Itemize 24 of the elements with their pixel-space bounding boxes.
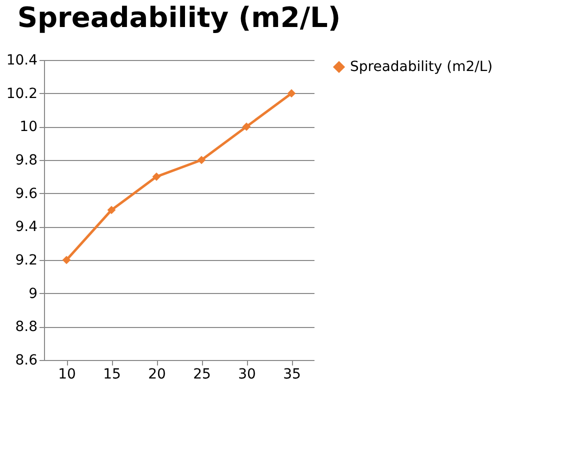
x-tick-label: 15 [103,366,121,382]
y-tick-label: 9.6 [15,186,38,202]
point [107,206,116,214]
legend-label: Spreadability (m2/L) [350,59,493,75]
y-tick-label: 10.2 [6,86,38,102]
y-tick-label: 9.2 [15,252,38,268]
y-tick-label: 8.6 [15,352,38,368]
point [62,256,71,264]
y-tick-label: 9.8 [15,152,38,168]
y-tick-label: 8.8 [15,319,38,336]
x-tick-label: 30 [238,366,256,382]
x-tick-label: 10 [58,366,76,382]
point [152,172,161,181]
y-tick-label: 9.4 [15,219,38,236]
y-tick-label: 10 [20,119,38,136]
x-tick-label: 35 [283,366,301,382]
x-tick-label: 25 [193,366,211,382]
y-tick-label: 9 [28,286,38,302]
point [242,122,251,131]
x-tick-label: 20 [148,366,166,382]
point [287,89,296,98]
point [197,156,206,164]
chart-title: Spreadability (m2/L) [17,1,341,34]
y-tick-label: 10.4 [6,52,38,68]
